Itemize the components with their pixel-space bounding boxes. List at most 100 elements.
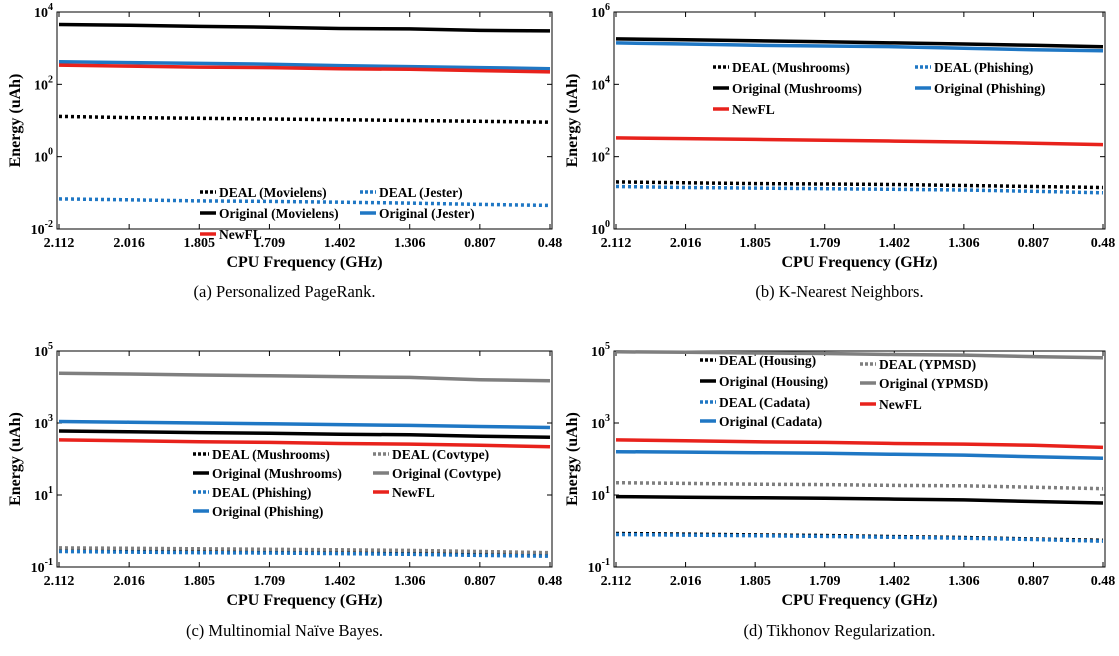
chart-panel-a: 2.112 2.016 1.805 1.709 1.402 1.306 0.807 0.48 1… — [7, 2, 562, 301]
y-tick-label: 100 — [34, 147, 53, 166]
x-tick-label: 2.112 — [601, 574, 632, 589]
y-tick-label: 105 — [591, 341, 610, 360]
legend-label: Original (Mushrooms) — [212, 466, 342, 481]
y-tick-label: 103 — [591, 413, 610, 432]
series-line — [615, 438, 1104, 450]
y-axis-label: Energy (uAh) — [7, 412, 24, 506]
legend-label: NewFL — [219, 227, 262, 242]
x-tick-label: 2.112 — [44, 236, 75, 251]
x-tick-label: 1.805 — [739, 236, 771, 251]
legend-label: DEAL (Cadata) — [719, 395, 810, 410]
y-tick-label: 101 — [591, 485, 610, 504]
x-axis-label: CPU Frequency (GHz) — [226, 592, 382, 609]
legend-label: Original (Phishing) — [934, 81, 1045, 96]
series-line — [615, 41, 1104, 53]
x-tick-label: 1.402 — [324, 574, 356, 589]
series-line — [58, 546, 551, 555]
x-tick-label: 1.306 — [394, 236, 426, 251]
x-tick-label: 0.807 — [464, 236, 496, 251]
series-line — [58, 63, 551, 74]
x-tick-label: 1.402 — [879, 236, 911, 251]
series-line — [58, 371, 551, 383]
legend-label: DEAL (Jester) — [379, 185, 463, 200]
chart-caption: (d) Tikhonov Regularization. — [743, 621, 935, 640]
chart-caption: (b) K-Nearest Neighbors. — [755, 282, 923, 301]
legend-label: DEAL (Housing) — [719, 353, 816, 368]
x-tick-label: 1.709 — [809, 236, 841, 251]
x-tick-label: 1.306 — [948, 574, 980, 589]
legend-label: Original (Covtype) — [392, 466, 501, 481]
legend-label: DEAL (Covtype) — [392, 447, 489, 462]
x-tick-label: 1.805 — [739, 574, 771, 589]
y-axis-label: Energy (uAh) — [7, 74, 24, 168]
y-tick-label: 104 — [34, 2, 53, 21]
x-axis-label: CPU Frequency (GHz) — [781, 254, 937, 271]
x-tick-label: 1.709 — [809, 574, 841, 589]
x-axis-label: CPU Frequency (GHz) — [226, 254, 382, 271]
x-tick-label: 1.306 — [394, 574, 426, 589]
chart-panel-c: 2.112 2.016 1.805 1.709 1.402 1.306 0.807 0.48 1… — [7, 341, 562, 640]
series-line — [615, 350, 1104, 360]
series-line — [58, 419, 551, 430]
y-tick-label: 104 — [591, 74, 610, 93]
series-line — [58, 549, 551, 558]
x-tick-label: 0.807 — [1018, 574, 1050, 589]
x-tick-label: 2.016 — [670, 574, 702, 589]
legend-label: Original (Movielens) — [219, 206, 339, 221]
plot-frame — [56, 350, 553, 568]
y-tick-label: 10-1 — [31, 557, 53, 576]
y-tick-label: 10-1 — [588, 557, 610, 576]
legend-label: DEAL (Phishing) — [934, 60, 1033, 75]
x-tick-label: 2.016 — [670, 236, 702, 251]
x-axis-label: CPU Frequency (GHz) — [781, 592, 937, 609]
x-tick-label: 2.016 — [113, 574, 145, 589]
y-tick-label: 10-2 — [31, 219, 53, 238]
series-line — [615, 494, 1104, 505]
y-tick-label: 101 — [34, 485, 53, 504]
x-tick-label: 0.48 — [538, 574, 563, 589]
x-tick-label: 0.48 — [1091, 236, 1116, 251]
plot-frame — [56, 11, 553, 230]
legend-label: DEAL (Mushrooms) — [732, 60, 850, 75]
series-line — [58, 22, 551, 33]
legend-label: Original (Housing) — [719, 374, 828, 389]
x-tick-label: 0.807 — [464, 574, 496, 589]
plot-frame — [613, 350, 1106, 568]
series-line — [58, 197, 551, 208]
legend-label: Original (Jester) — [379, 206, 475, 221]
series-line — [58, 429, 551, 440]
legend-label: Original (YPMSD) — [879, 376, 988, 391]
series-line — [58, 548, 551, 557]
x-tick-label: 1.306 — [948, 236, 980, 251]
y-tick-label: 102 — [591, 147, 610, 166]
plot-frame — [613, 11, 1106, 230]
legend-label: DEAL (Mushrooms) — [212, 447, 330, 462]
y-axis-label: Energy (uAh) — [564, 74, 581, 168]
x-tick-label: 1.402 — [324, 236, 356, 251]
legend-label: Original (Phishing) — [212, 504, 323, 519]
x-tick-label: 1.709 — [254, 574, 286, 589]
legend-label: NewFL — [392, 485, 435, 500]
x-tick-label: 0.48 — [1091, 574, 1116, 589]
x-tick-label: 0.807 — [1018, 236, 1050, 251]
y-tick-label: 103 — [34, 413, 53, 432]
series-line — [615, 480, 1104, 491]
chart-caption: (c) Multinomial Naïve Bayes. — [186, 621, 383, 640]
chart-panel-d: 2.112 2.016 1.805 1.709 1.402 1.306 0.807 0.48 1… — [564, 341, 1115, 640]
series-line — [58, 438, 551, 449]
series-line — [58, 114, 551, 124]
legend-label: DEAL (YPMSD) — [879, 357, 976, 372]
legend-label: DEAL (Phishing) — [212, 485, 311, 500]
x-tick-label: 1.805 — [184, 574, 216, 589]
x-tick-label: 1.805 — [184, 236, 216, 251]
chart-panel-b: 2.112 2.016 1.805 1.709 1.402 1.306 0.807 0.48 1… — [564, 2, 1115, 301]
x-tick-label: 2.112 — [44, 574, 75, 589]
x-tick-label: 2.016 — [113, 236, 145, 251]
legend-label: Original (Mushrooms) — [732, 81, 862, 96]
y-tick-label: 106 — [591, 2, 610, 21]
y-axis-label: Energy (uAh) — [564, 412, 581, 506]
legend-label: NewFL — [879, 397, 922, 412]
y-tick-label: 105 — [34, 341, 53, 360]
legend-label: NewFL — [732, 102, 775, 117]
